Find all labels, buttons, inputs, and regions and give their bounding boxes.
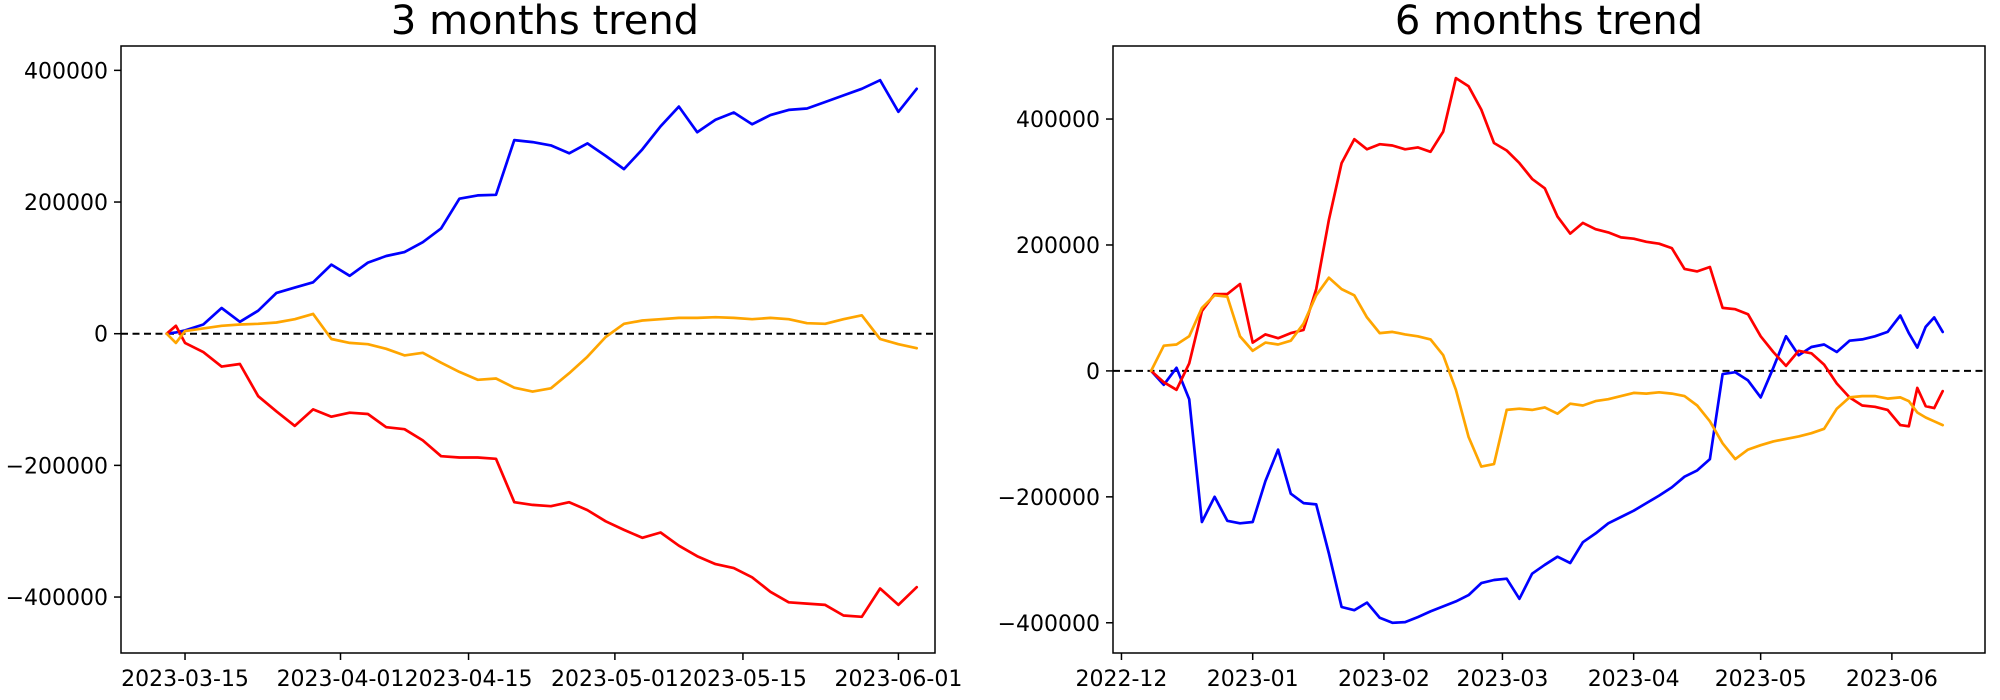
series-line-blue [165, 78, 919, 336]
chart-title-3-months: 3 months trend [391, 0, 699, 44]
series-line-orange [1149, 276, 1945, 468]
x-tick-label: 2023-05-15 [679, 667, 807, 692]
series-line-orange [165, 312, 919, 393]
x-tick-label: 2023-05-01 [551, 667, 679, 692]
y-tick-label: −400000 [6, 586, 108, 611]
plot-border [1112, 45, 1986, 654]
y-tick-label: 200000 [1016, 234, 1100, 259]
series-line-red [165, 324, 919, 619]
y-tick-label: 400000 [24, 59, 108, 84]
series-line-blue [1149, 314, 1945, 625]
x-tick-label: 2023-06-01 [834, 667, 962, 692]
chart-6-months-trend: 2022-12 2023-01 2023-02 2023-03 2023-04 2023-… [998, 45, 1986, 692]
x-tick-label: 2023-04-15 [405, 667, 533, 692]
y-tick-label: −200000 [6, 454, 108, 479]
y-tick-label: −200000 [998, 486, 1100, 511]
x-tick-label: 2023-04 [1588, 667, 1680, 692]
y-tick-label: 200000 [24, 191, 108, 216]
x-tick-label: 2023-01 [1207, 667, 1299, 692]
x-tick-label: 2023-03-15 [121, 667, 249, 692]
x-tick-label: 2023-04-01 [277, 667, 405, 692]
chart-3-months-trend: 2023-03-15 2023-04-01 2023-04-15 2023-05-01… [6, 45, 962, 692]
x-tick-label: 2023-03 [1456, 667, 1548, 692]
x-tick-label: 2022-12 [1076, 667, 1168, 692]
series-line-red [1149, 76, 1945, 428]
y-tick-label: 0 [1086, 360, 1100, 385]
chart-title-6-months: 6 months trend [1395, 0, 1703, 44]
plot-border [120, 45, 936, 654]
y-tick-label: −400000 [998, 612, 1100, 637]
y-tick-label: 0 [94, 323, 108, 348]
x-tick-label: 2023-06 [1846, 667, 1938, 692]
x-tick-label: 2023-05 [1715, 667, 1807, 692]
x-tick-label: 2023-02 [1338, 667, 1430, 692]
y-tick-label: 400000 [1016, 108, 1100, 133]
